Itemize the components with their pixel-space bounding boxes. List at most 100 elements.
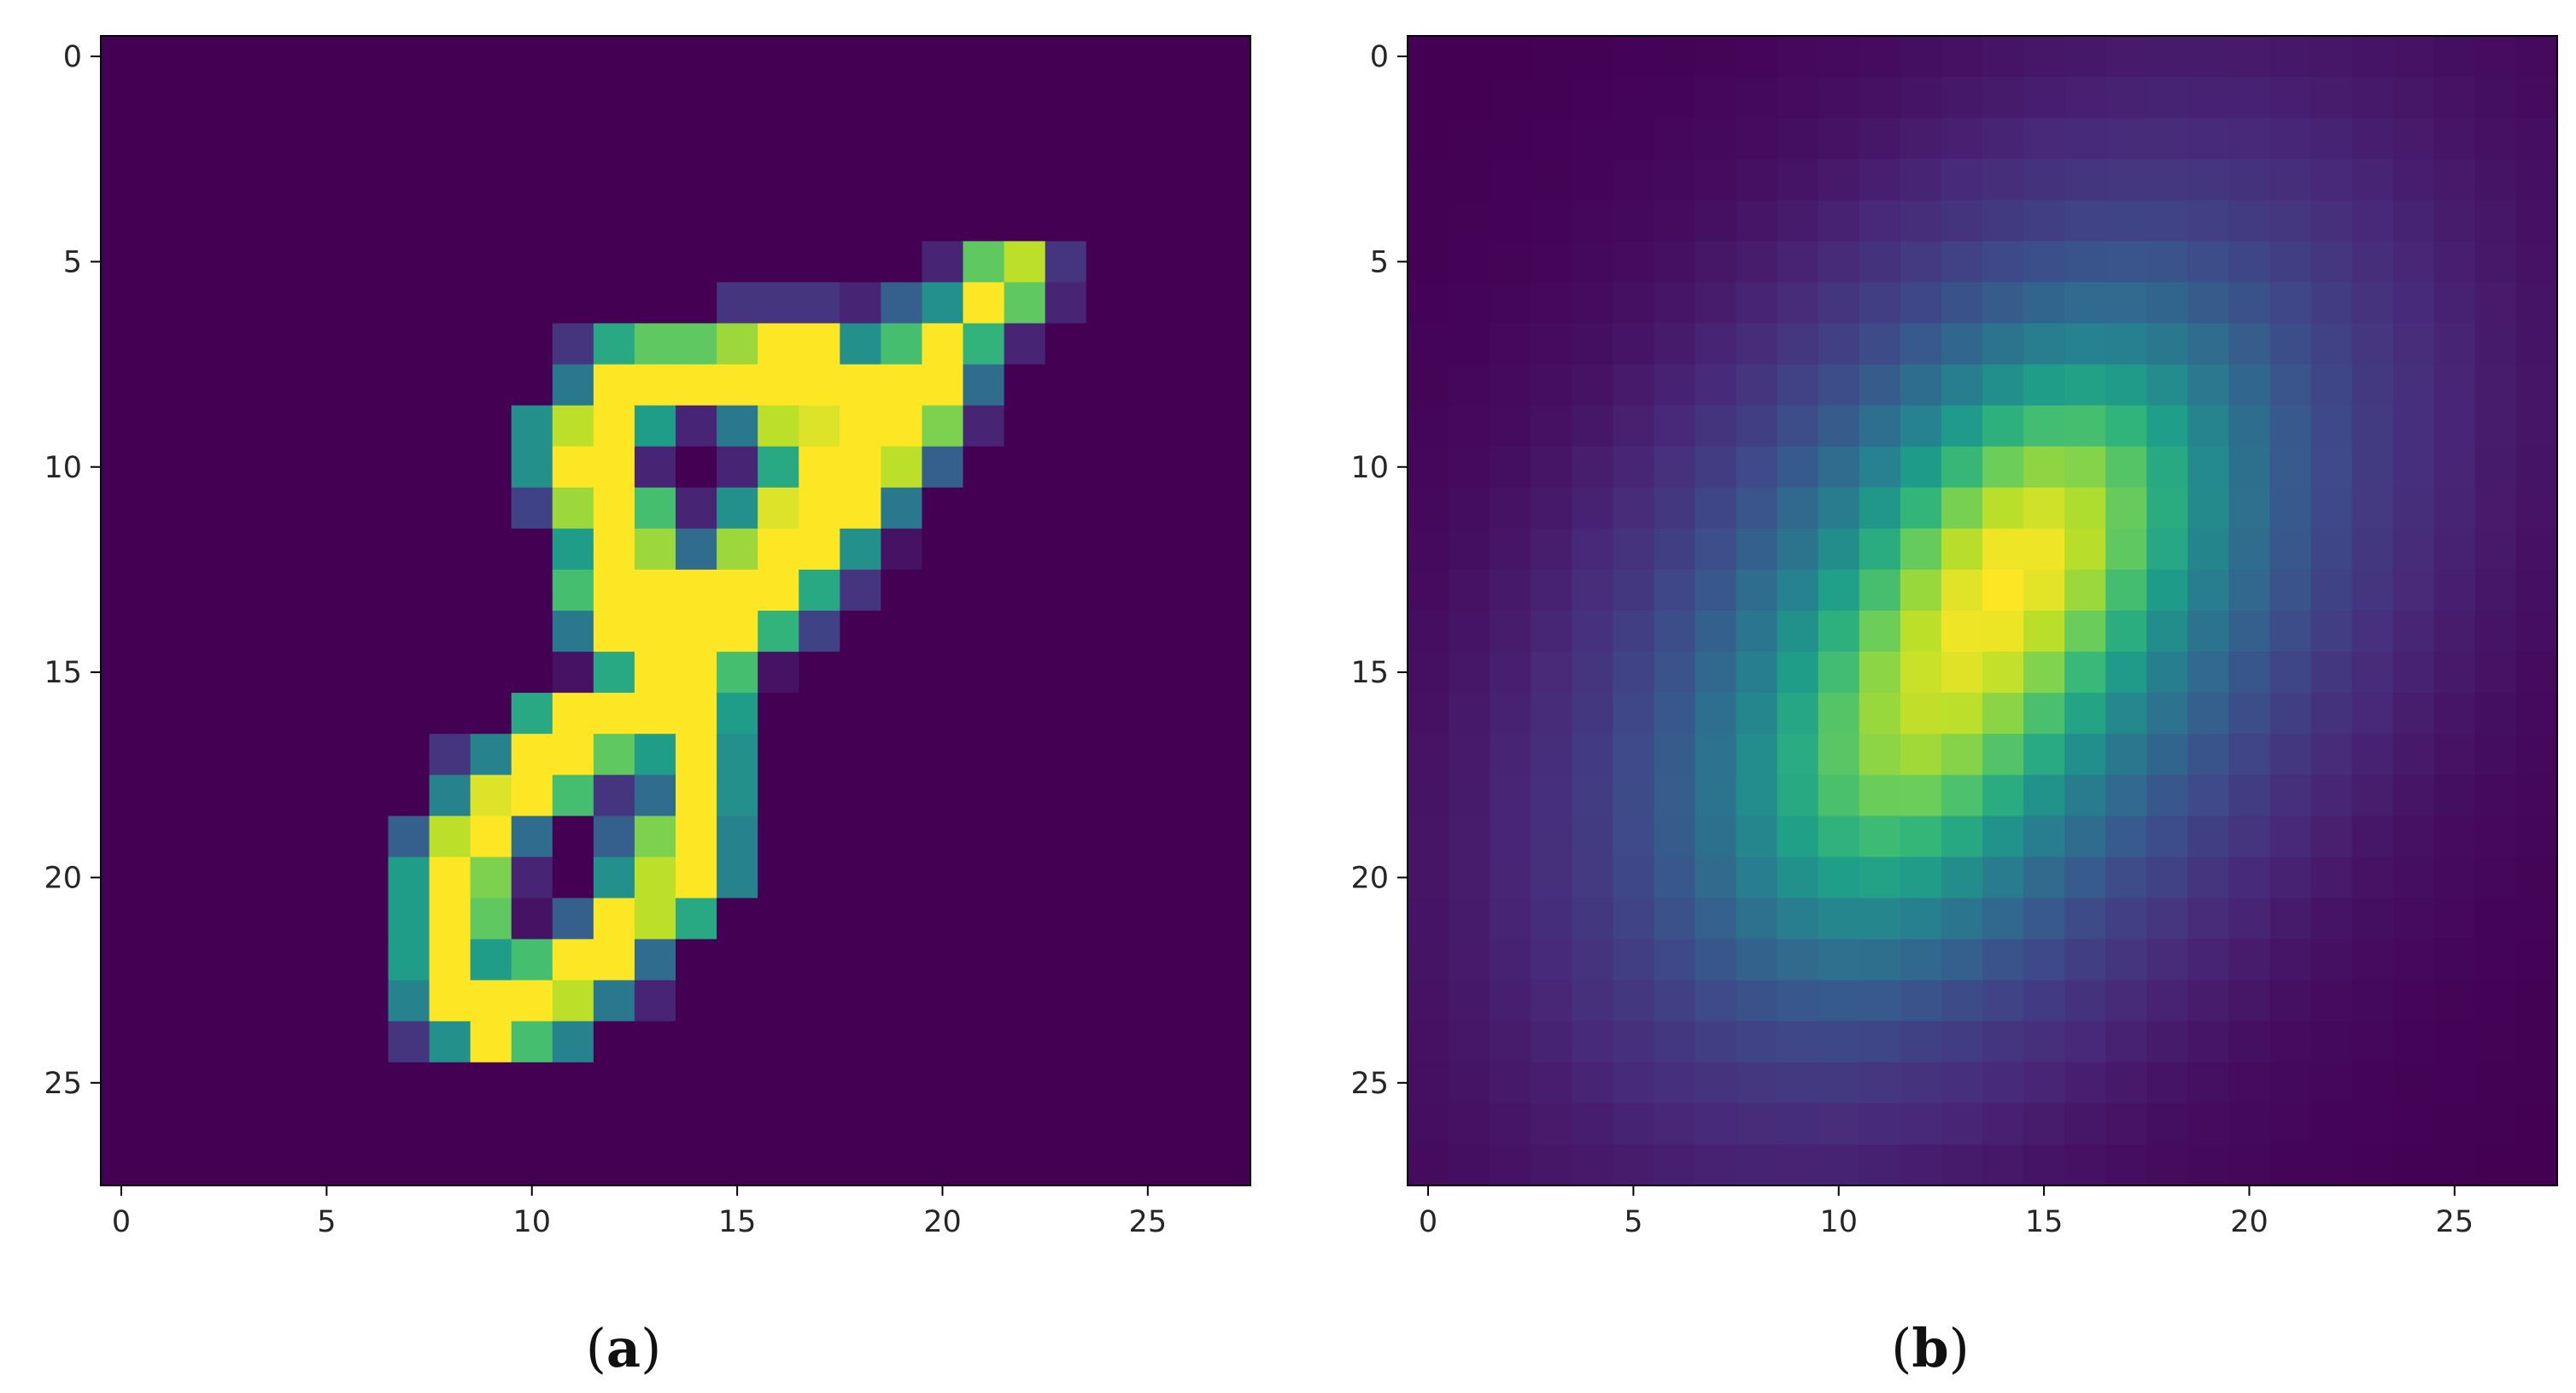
- heatmap-cell: [1777, 1021, 1819, 1063]
- heatmap-cell: [840, 1062, 881, 1104]
- x-tick-label: 0: [112, 1205, 131, 1239]
- heatmap-cell: [1168, 1144, 1210, 1186]
- heatmap-cell: [101, 200, 143, 242]
- heatmap-cell: [1408, 528, 1449, 571]
- heatmap-cell: [758, 734, 799, 776]
- heatmap-cell: [2105, 200, 2147, 242]
- heatmap-cell: [2187, 241, 2230, 284]
- heatmap-cell: [881, 200, 923, 242]
- heatmap-cell: [2433, 118, 2476, 160]
- heatmap-cell: [1531, 487, 1572, 530]
- heatmap-cell: [2310, 323, 2353, 366]
- heatmap-cell: [1777, 446, 1819, 489]
- heatmap-cell: [2310, 200, 2353, 242]
- heatmap-cell: [552, 569, 594, 612]
- heatmap-cell: [1900, 569, 1942, 612]
- heatmap-cell: [388, 1103, 430, 1145]
- heatmap-cell: [1777, 528, 1819, 571]
- heatmap-cell: [470, 323, 512, 366]
- heatmap-cell: [2187, 282, 2230, 325]
- heatmap-cell: [1982, 1062, 2024, 1104]
- heatmap-cell: [881, 857, 923, 899]
- heatmap-cell: [2269, 1144, 2312, 1186]
- heatmap-cell: [552, 405, 594, 448]
- heatmap-cell: [1127, 980, 1169, 1022]
- heatmap-cell: [511, 405, 553, 448]
- heatmap-cell: [183, 816, 225, 858]
- heatmap-cell: [1818, 77, 1860, 119]
- heatmap-cell: [881, 939, 923, 981]
- heatmap-cell: [511, 1062, 553, 1104]
- heatmap-cell: [963, 816, 1005, 858]
- heatmap-cell: [429, 816, 471, 858]
- heatmap-cell: [1531, 693, 1572, 735]
- heatmap-cell: [2515, 939, 2558, 981]
- heatmap-cell: [1777, 1062, 1819, 1104]
- heatmap-cell: [142, 1144, 184, 1186]
- heatmap-cell: [676, 405, 717, 448]
- heatmap-cell: [634, 241, 676, 284]
- heatmap-cell: [1859, 1103, 1901, 1145]
- heatmap-cell: [1695, 775, 1737, 816]
- heatmap-cell: [840, 364, 881, 407]
- heatmap-cell: [1531, 775, 1572, 816]
- heatmap-cell: [1127, 1021, 1169, 1063]
- heatmap-cell: [101, 980, 143, 1022]
- heatmap-cell: [1531, 200, 1572, 242]
- heatmap-cell: [758, 1062, 799, 1104]
- heatmap-cell: [224, 816, 266, 858]
- heatmap-cell: [1449, 1144, 1490, 1186]
- heatmap-cell: [922, 611, 964, 653]
- heatmap-cell: [2515, 1144, 2558, 1186]
- heatmap-cell: [1572, 282, 1613, 325]
- heatmap-cell: [2228, 898, 2271, 940]
- heatmap-cell: [1818, 118, 1860, 160]
- heatmap-cell: [2228, 159, 2271, 201]
- heatmap-cell: [1654, 652, 1696, 694]
- heatmap-cell: [552, 1144, 594, 1186]
- heatmap-cell: [2228, 857, 2271, 899]
- heatmap-cell: [2269, 36, 2312, 78]
- heatmap-cell: [2228, 200, 2271, 242]
- heatmap-cell: [634, 364, 676, 407]
- heatmap-cell: [717, 939, 758, 981]
- heatmap-cell: [1818, 611, 1860, 653]
- heatmap-cell: [224, 405, 266, 448]
- heatmap-cell: [676, 693, 717, 735]
- heatmap-cell: [552, 446, 594, 489]
- heatmap-cell: [1004, 1021, 1046, 1063]
- heatmap-cell: [1168, 446, 1210, 489]
- heatmap-cell: [1490, 693, 1531, 735]
- heatmap-cell: [1572, 775, 1613, 816]
- heatmap-cell: [881, 569, 923, 612]
- heatmap-cell: [1736, 364, 1778, 407]
- heatmap-cell: [470, 364, 512, 407]
- heatmap-cell: [1695, 159, 1737, 201]
- heatmap-cell: [1449, 1103, 1490, 1145]
- heatmap-cell: [1572, 569, 1613, 612]
- heatmap-cell: [1209, 364, 1251, 407]
- heatmap-cell: [2269, 898, 2312, 940]
- heatmap-cell: [1859, 364, 1901, 407]
- heatmap-cell: [634, 1103, 676, 1145]
- heatmap-cell: [2433, 487, 2476, 530]
- heatmap-cell: [388, 405, 430, 448]
- heatmap-cell: [1982, 200, 2024, 242]
- heatmap-cell: [2351, 405, 2394, 448]
- heatmap-cell: [1045, 1144, 1087, 1186]
- heatmap-cell: [101, 652, 143, 694]
- heatmap-cell: [2310, 980, 2353, 1022]
- heatmap-cell: [2515, 200, 2558, 242]
- heatmap-cell: [306, 1144, 348, 1186]
- heatmap-cell: [1004, 323, 1046, 366]
- heatmap-cell: [2351, 693, 2394, 735]
- heatmap-cell: [1127, 775, 1169, 816]
- heatmap-cell: [183, 1062, 225, 1104]
- heatmap-cell: [552, 487, 594, 530]
- heatmap-cell: [1408, 898, 1449, 940]
- heatmap-cell: [1045, 77, 1087, 119]
- heatmap-cell: [1654, 1144, 1696, 1186]
- heatmap-cell: [1408, 241, 1449, 284]
- heatmap-cell: [799, 241, 840, 284]
- heatmap-cell: [511, 569, 553, 612]
